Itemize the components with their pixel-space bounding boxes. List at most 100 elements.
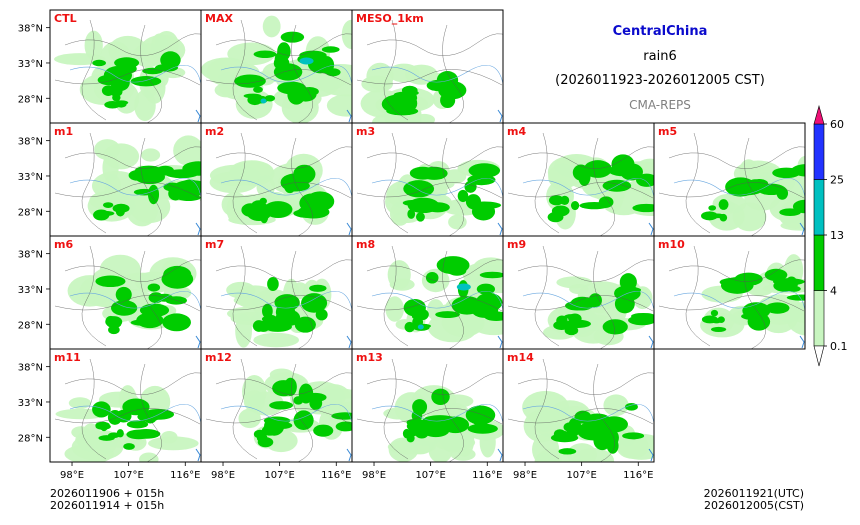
moderate-rain-area — [467, 423, 498, 434]
coastline — [346, 109, 352, 123]
moderate-rain-area — [267, 276, 279, 292]
moderate-rain-area — [564, 314, 579, 319]
river-line — [371, 177, 503, 198]
panel-m6: m6 38°N 33°N 28°N — [18, 235, 202, 350]
moderate-rain-area — [182, 161, 201, 176]
river-line — [220, 290, 352, 311]
moderate-rain-area — [147, 283, 161, 292]
panel-label: MESO_1km — [356, 12, 424, 25]
light-rain-area — [262, 15, 281, 38]
moderate-rain-area — [252, 320, 265, 332]
moderate-rain-area — [93, 209, 110, 221]
moderate-rain-area — [106, 320, 122, 328]
coastline — [195, 222, 201, 236]
moderate-rain-area — [435, 311, 460, 318]
moderate-rain-area — [476, 283, 496, 295]
moderate-rain-area — [719, 277, 751, 287]
river-line — [371, 290, 503, 311]
panel-label: m7 — [205, 238, 224, 251]
moderate-rain-area — [440, 92, 456, 109]
light-rain-area — [139, 452, 159, 462]
colorbar-extend-min — [813, 345, 825, 367]
moderate-rain-area — [710, 326, 727, 332]
x-tick-label: 107°E — [415, 470, 445, 481]
heavy-rain-area — [417, 324, 424, 330]
moderate-rain-area — [553, 429, 566, 440]
x-tick-label: 116°E — [623, 470, 653, 481]
moderate-rain-area — [622, 432, 645, 440]
y-tick-label: 33°N — [18, 172, 43, 183]
river-line — [220, 64, 352, 85]
moderate-rain-area — [110, 86, 123, 97]
province-boundaries — [507, 245, 654, 349]
panel-m14: m14 98°E 107°E 116°E — [502, 348, 655, 481]
province-boundaries — [205, 245, 352, 349]
moderate-rain-area — [300, 87, 319, 96]
province-boundaries — [205, 19, 352, 123]
y-tick-label: 38°N — [18, 24, 43, 35]
moderate-rain-area — [104, 101, 121, 109]
moderate-rain-area — [414, 204, 427, 212]
panel-m12: m12 98°E 107°E 116°E — [200, 348, 353, 481]
river-line — [69, 64, 201, 85]
variable-title: rain6 — [643, 49, 677, 64]
moderate-rain-area — [786, 294, 805, 301]
province-boundaries — [356, 358, 503, 462]
colorbar-tick-label: 13 — [830, 229, 844, 242]
moderate-rain-area — [414, 314, 423, 319]
moderate-rain-area — [570, 296, 595, 311]
light-rain-area — [387, 260, 411, 290]
moderate-rain-area — [123, 443, 135, 450]
moderate-rain-area — [475, 292, 503, 312]
moderate-rain-area — [411, 410, 423, 422]
moderate-rain-area — [619, 294, 633, 311]
x-tick-label: 107°E — [264, 470, 294, 481]
moderate-rain-area — [261, 316, 269, 322]
moderate-rain-area — [257, 437, 274, 448]
colorbar-tick-label: 60 — [830, 118, 844, 131]
moderate-rain-area — [95, 423, 111, 430]
moderate-rain-area — [404, 321, 415, 333]
valid-time-utc: 2026011921(UTC) — [703, 487, 804, 500]
moderate-rain-area — [779, 208, 801, 217]
panel-m4: m4 — [502, 122, 655, 237]
y-tick-label: 33°N — [18, 285, 43, 296]
moderate-rain-area — [608, 165, 636, 177]
moderate-rain-area — [717, 316, 725, 324]
moderate-rain-area — [162, 54, 179, 66]
moderate-rain-area — [234, 74, 266, 88]
province-boundaries — [658, 132, 805, 236]
panel-max: MAX — [200, 9, 353, 124]
panel-label: m6 — [54, 238, 73, 251]
light-rain-area — [428, 439, 453, 462]
moderate-rain-area — [115, 206, 125, 217]
panel-label: m10 — [658, 238, 685, 251]
moderate-rain-area — [719, 213, 728, 222]
moderate-rain-area — [95, 275, 126, 288]
light-rain-area — [603, 394, 629, 417]
moderate-rain-area — [464, 180, 477, 193]
river-line — [371, 64, 503, 85]
x-tick-label: 107°E — [113, 470, 143, 481]
init-time-2: 2026011914 + 015h — [50, 499, 165, 512]
province-boundaries — [658, 245, 805, 349]
moderate-rain-area — [606, 437, 619, 454]
province-boundaries — [356, 19, 503, 123]
panel-frame — [653, 235, 806, 350]
moderate-rain-area — [110, 300, 138, 316]
province-boundaries — [356, 132, 503, 236]
moderate-rain-area — [624, 402, 638, 411]
moderate-rain-area — [403, 180, 435, 198]
moderate-rain-area — [277, 42, 291, 61]
coastline — [648, 335, 654, 349]
coastline — [346, 335, 352, 349]
colorbar-tick-label: 4 — [830, 285, 837, 298]
moderate-rain-area — [165, 296, 187, 305]
colorbar-tick-label: 25 — [830, 174, 844, 187]
moderate-rain-area — [584, 413, 611, 426]
moderate-rain-area — [98, 435, 115, 441]
province-boundaries — [507, 358, 654, 462]
moderate-rain-area — [168, 186, 183, 201]
light-rain-area — [84, 30, 103, 61]
coastline — [799, 222, 805, 236]
